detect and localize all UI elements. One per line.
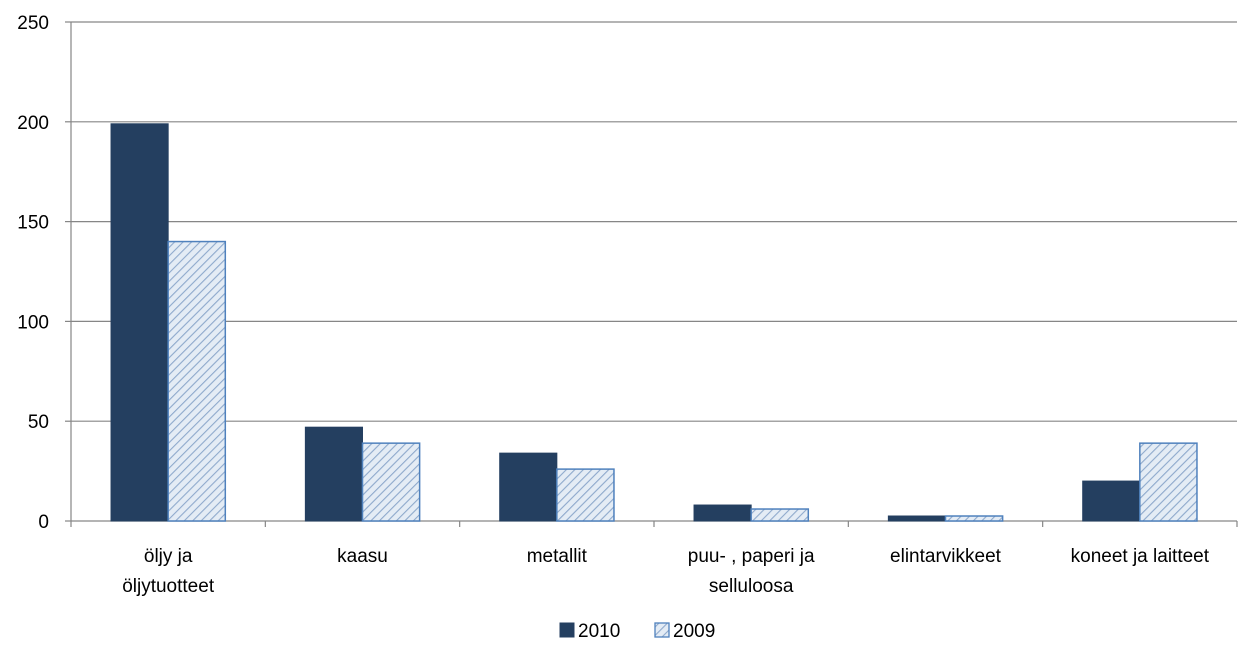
category-label: öljy ja [144, 546, 193, 567]
category-label: selluloosa [709, 576, 794, 597]
category-label: kaasu [337, 546, 388, 567]
gridlines [71, 21, 1237, 422]
bar-2009-1 [361, 442, 421, 522]
y-tick-label: 50 [28, 412, 49, 433]
category-label: öljytuotteet [122, 576, 215, 597]
y-tick-label: 200 [17, 113, 49, 134]
category-label: koneet ja laitteet [1071, 546, 1210, 567]
bar-2010-5 [1082, 480, 1141, 522]
legend-label-2009: 2009 [673, 621, 715, 642]
category-labels: öljy ja öljytuotteet kaasu metallit puu- , p… [122, 546, 1210, 597]
bar-2009-0 [167, 240, 227, 522]
bar-2009-4 [944, 515, 1004, 522]
legend-label-2010: 2010 [578, 621, 620, 642]
bar-2010-2 [499, 452, 558, 522]
y-tick-labels: 0 50 100 150 200 250 [17, 13, 49, 533]
bar-2009-5 [1139, 442, 1198, 522]
axes [65, 21, 1238, 527]
y-tick-label: 150 [17, 213, 49, 234]
bar-2010-0 [110, 123, 169, 522]
category-label: puu- , paperi ja [688, 546, 815, 567]
legend-swatch-2009 [654, 622, 670, 638]
bar-2010-4 [887, 515, 947, 522]
bar-2010-3 [693, 504, 752, 522]
legend-swatch-2010 [559, 622, 575, 638]
bars [110, 123, 1198, 522]
category-label: metallit [527, 546, 588, 567]
y-tick-label: 100 [17, 312, 49, 333]
bar-2010-1 [304, 426, 363, 522]
legend: 2010 2009 [559, 621, 715, 642]
category-label: elintarvikkeet [890, 546, 1002, 567]
y-tick-label: 250 [17, 13, 49, 34]
bar-2009-2 [556, 468, 615, 522]
y-tick-label: 0 [38, 512, 49, 533]
bar-2009-3 [750, 508, 810, 522]
